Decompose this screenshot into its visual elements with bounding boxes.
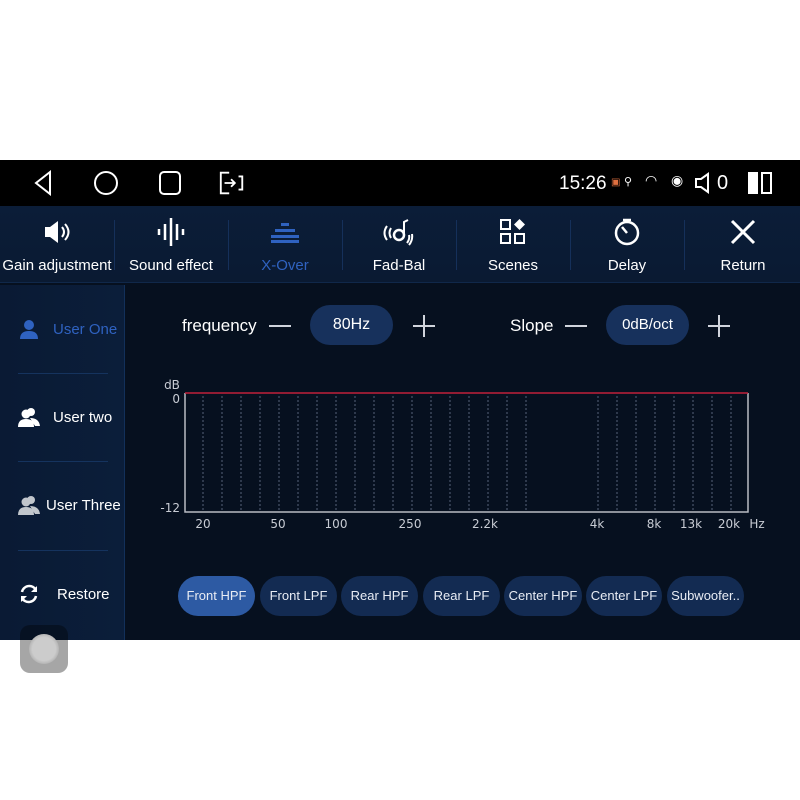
x-tick-label: 13k (680, 517, 702, 531)
scenes-grid-icon (456, 218, 570, 246)
sidebar-item-user-three[interactable]: User Three (0, 461, 125, 549)
filter-tab[interactable]: Front LPF (260, 576, 337, 616)
filter-tab[interactable]: Front HPF (178, 576, 255, 616)
status-bar: 15:26 ▣ ⚲ ◠ ◉ 0 (0, 160, 800, 206)
split-screen-icon[interactable] (747, 171, 773, 195)
screen-mirror-icon[interactable] (218, 170, 246, 196)
y-axis-label: dB (164, 378, 180, 392)
restore-button[interactable]: Restore (0, 550, 125, 638)
frequency-decrease-button[interactable] (269, 325, 291, 327)
filter-tab[interactable]: Rear HPF (341, 576, 418, 616)
speaker-icon (0, 218, 114, 246)
users-icon (18, 496, 40, 515)
filter-tab[interactable]: Center LPF (586, 576, 662, 616)
frequency-label: frequency (182, 316, 257, 335)
x-axis-label: Hz (749, 517, 764, 531)
y-tick-label: 0 (172, 392, 180, 406)
chart-grid (202, 396, 732, 510)
hotspot-icon: ◉ (671, 172, 684, 188)
filter-tab[interactable]: Center HPF (504, 576, 582, 616)
location-icon: ⚲ (624, 176, 633, 188)
frequency-value: 80Hz (310, 305, 393, 345)
toolbar: Gain adjustment Sound effect X-Over Fad-… (0, 206, 800, 283)
close-icon (686, 218, 800, 246)
slope-decrease-button[interactable] (565, 325, 587, 327)
slope-value: 0dB/oct (606, 305, 689, 345)
sidebar: User One User two User Three Restore (0, 285, 125, 673)
x-tick-label: 4k (590, 517, 605, 531)
tab-sound-effect[interactable]: Sound effect (114, 206, 228, 283)
touch-indicator (20, 625, 68, 673)
back-icon[interactable] (30, 170, 58, 196)
x-tick-label: 8k (647, 517, 662, 531)
user-icon (20, 320, 38, 339)
sidebar-item-user-one[interactable]: User One (0, 285, 125, 373)
return-button[interactable]: Return (686, 206, 800, 283)
timer-icon (570, 218, 684, 246)
tab-delay[interactable]: Delay (570, 206, 684, 283)
sidebar-item-user-two[interactable]: User two (0, 373, 125, 461)
slope-label: Slope (510, 316, 554, 335)
speaker-icon (695, 172, 709, 194)
app-screen: 15:26 ▣ ⚲ ◠ ◉ 0 Gain adjustment Sound ef… (0, 160, 800, 673)
home-icon[interactable] (92, 170, 120, 196)
x-tick-label: 20 (195, 517, 210, 531)
tab-scenes[interactable]: Scenes (456, 206, 570, 283)
equalizer-icon (228, 218, 342, 246)
tab-gain-adjustment[interactable]: Gain adjustment (0, 206, 114, 283)
x-tick-label: 100 (325, 517, 348, 531)
clock: 15:26 (559, 173, 607, 194)
waveform-icon (114, 218, 228, 246)
users-icon (18, 408, 40, 427)
x-tick-label: 50 (270, 517, 285, 531)
tab-x-over[interactable]: X-Over (228, 206, 342, 283)
recents-icon[interactable] (156, 170, 184, 196)
fader-balance-icon (342, 218, 456, 246)
x-tick-label: 250 (399, 517, 422, 531)
volume-level: 0 (717, 172, 729, 194)
cast-icon: ▣ (611, 177, 621, 188)
wifi-icon: ◠ (645, 172, 658, 188)
filter-tab[interactable]: Subwoofer.. (667, 576, 744, 616)
tab-fad-bal[interactable]: Fad-Bal (342, 206, 456, 283)
refresh-icon (20, 584, 38, 604)
x-tick-label: 2.2k (472, 517, 498, 531)
crossover-chart: dB 0 -12 20 50 100 250 2.2k 4k 8k 13k 20k Hz (160, 378, 764, 531)
chart-axes (184, 393, 749, 513)
slope-increase-button[interactable] (708, 315, 730, 337)
y-tick-label: -12 (160, 501, 180, 515)
x-tick-label: 20k (718, 517, 740, 531)
frequency-increase-button[interactable] (413, 315, 435, 337)
filter-tab[interactable]: Rear LPF (423, 576, 500, 616)
